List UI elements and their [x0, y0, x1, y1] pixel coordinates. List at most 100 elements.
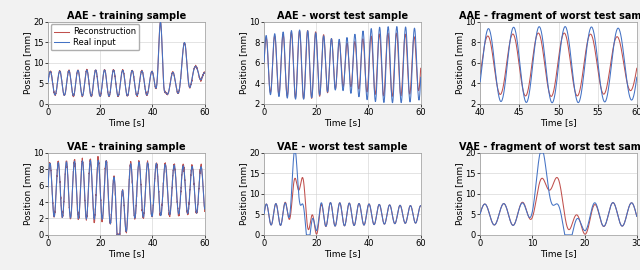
Real input — [260, 212, 268, 215]
Y-axis label: Position [mm]: Position [mm] — [455, 163, 464, 225]
Reconstruction — [359, 220, 367, 223]
X-axis label: Time [s]: Time [s] — [108, 118, 145, 127]
Real input — [310, 71, 317, 74]
Line: Real input: Real input — [48, 22, 205, 96]
Title: AAE - fragment of worst test sample: AAE - fragment of worst test sample — [459, 11, 640, 21]
Reconstruction — [78, 95, 86, 98]
Reconstruction — [164, 91, 172, 94]
Reconstruction — [113, 233, 121, 237]
Title: VAE - fragment of worst test sample: VAE - fragment of worst test sample — [459, 142, 640, 152]
Reconstruction — [623, 213, 631, 216]
Real input — [602, 223, 609, 226]
Real input — [148, 215, 156, 218]
Reconstruction — [476, 72, 484, 76]
Real input — [143, 169, 150, 172]
Real input — [592, 43, 600, 46]
Reconstruction — [633, 215, 640, 218]
Y-axis label: Position [mm]: Position [mm] — [239, 163, 248, 225]
Real input — [164, 92, 172, 95]
Reconstruction — [381, 222, 388, 226]
Title: VAE - worst test sample: VAE - worst test sample — [277, 142, 408, 152]
Real input — [506, 217, 513, 220]
Reconstruction — [310, 217, 317, 220]
Real input — [80, 174, 88, 177]
Real input — [44, 185, 52, 189]
Reconstruction — [486, 215, 494, 218]
Real input — [164, 202, 172, 205]
Real input — [80, 89, 88, 92]
Real input — [95, 159, 102, 162]
X-axis label: Time [s]: Time [s] — [108, 249, 145, 258]
Line: Reconstruction: Reconstruction — [480, 177, 637, 234]
Reconstruction — [148, 215, 156, 218]
Legend: Reconstruction, Real input: Reconstruction, Real input — [51, 24, 140, 50]
Reconstruction — [506, 217, 513, 220]
Title: AAE - worst test sample: AAE - worst test sample — [277, 11, 408, 21]
Real input — [548, 101, 556, 104]
Reconstruction — [304, 29, 312, 32]
Real input — [157, 21, 164, 24]
Line: Real input: Real input — [480, 26, 637, 103]
Real input — [536, 151, 544, 154]
Reconstruction — [381, 89, 388, 92]
Real input — [359, 220, 367, 223]
Reconstruction — [143, 93, 150, 97]
Reconstruction — [417, 67, 424, 70]
Real input — [380, 100, 388, 103]
Reconstruction — [201, 72, 209, 75]
Real input — [532, 32, 540, 36]
Line: Reconstruction: Reconstruction — [480, 33, 637, 96]
X-axis label: Time [s]: Time [s] — [324, 249, 361, 258]
Real input — [312, 229, 320, 232]
Real input — [96, 94, 104, 97]
Reconstruction — [364, 204, 372, 207]
Reconstruction — [310, 62, 317, 65]
Line: Reconstruction: Reconstruction — [48, 156, 205, 235]
X-axis label: Time [s]: Time [s] — [540, 118, 577, 127]
Real input — [296, 202, 304, 206]
Real input — [148, 70, 156, 73]
Y-axis label: Position [mm]: Position [mm] — [239, 31, 248, 94]
Title: VAE - training sample: VAE - training sample — [67, 142, 186, 152]
Reconstruction — [164, 202, 172, 206]
Reconstruction — [80, 174, 88, 177]
Real input — [291, 151, 298, 154]
Reconstruction — [156, 20, 164, 23]
Reconstruction — [553, 176, 561, 179]
Line: Real input: Real input — [264, 153, 420, 235]
Reconstruction — [359, 38, 367, 41]
Real input — [393, 25, 401, 28]
Real input — [96, 94, 104, 98]
Real input — [303, 233, 310, 237]
Reconstruction — [532, 34, 540, 38]
Title: AAE - training sample: AAE - training sample — [67, 11, 186, 21]
Reconstruction — [556, 51, 563, 55]
Reconstruction — [44, 186, 52, 189]
Reconstruction — [476, 212, 484, 215]
Real input — [628, 202, 636, 205]
Real input — [93, 76, 101, 80]
Reconstruction — [143, 170, 150, 173]
Real input — [563, 28, 571, 31]
Reconstruction — [296, 31, 304, 34]
Line: Reconstruction: Reconstruction — [48, 22, 205, 97]
Real input — [364, 204, 372, 207]
Real input — [312, 32, 320, 35]
Real input — [476, 212, 484, 215]
Real input — [561, 233, 569, 237]
Reconstruction — [547, 95, 555, 98]
Real input — [388, 101, 396, 104]
Real input — [113, 233, 121, 237]
Line: Real input: Real input — [264, 26, 420, 103]
Reconstruction — [561, 31, 568, 35]
Real input — [143, 93, 150, 96]
Real input — [497, 100, 504, 103]
Reconstruction — [497, 93, 504, 96]
Reconstruction — [312, 232, 320, 235]
Reconstruction — [313, 232, 321, 236]
Reconstruction — [260, 212, 268, 215]
Real input — [96, 181, 104, 184]
Real input — [556, 57, 563, 60]
X-axis label: Time [s]: Time [s] — [540, 249, 577, 258]
Real input — [528, 212, 536, 215]
